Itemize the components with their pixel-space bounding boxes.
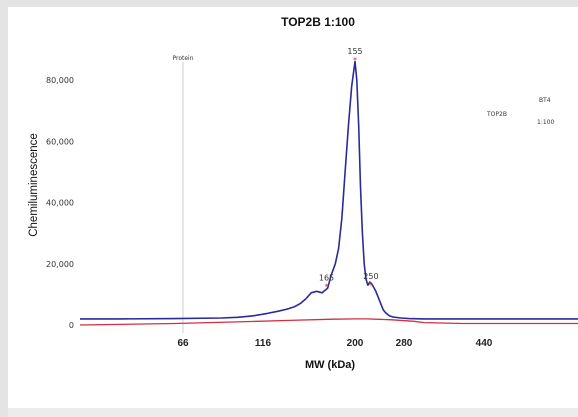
- top-border: [0, 0, 578, 7]
- y-tick-label: 80,000: [46, 76, 74, 85]
- bottom-border: [8, 408, 578, 417]
- peak-label: 155: [347, 47, 362, 56]
- y-tick-label: 20,000: [46, 260, 74, 269]
- peak-marker: *: [353, 56, 357, 65]
- peak-marker: *: [369, 281, 373, 290]
- x-tick-label: 116: [255, 338, 272, 349]
- legend-line-1: BT4: [539, 97, 551, 104]
- series-line: [79, 318, 578, 326]
- y-tick-label: 0: [69, 321, 74, 330]
- peak-label: 250: [363, 272, 378, 281]
- y-axis-ticks: 0 20,000 40,000 60,000 80,000: [46, 76, 74, 330]
- protein-marker-label: Protein: [172, 55, 193, 62]
- series-layer: [79, 60, 578, 326]
- peak-marker: *: [325, 283, 329, 292]
- legend-line-2: TOP2B: [486, 111, 507, 118]
- peak-labels: *155*165*250: [319, 47, 379, 292]
- y-tick-label: 60,000: [46, 137, 74, 146]
- x-axis-label: MW (kDa): [305, 359, 355, 371]
- peak-label: 165: [319, 274, 334, 283]
- x-tick-label: 440: [476, 338, 493, 349]
- y-axis-label: Chemiluminescence: [28, 133, 40, 237]
- series-line: [80, 60, 578, 320]
- x-tick-label: 280: [396, 338, 413, 349]
- left-border: [0, 0, 8, 417]
- y-tick-label: 40,000: [46, 199, 74, 208]
- x-tick-label: 200: [347, 338, 364, 349]
- x-axis-ticks: 66 116 200 280 440: [177, 338, 492, 349]
- chart-title: TOP2B 1:100: [281, 15, 355, 29]
- legend-line-3: 1:100: [537, 119, 554, 126]
- x-tick-label: 66: [177, 338, 189, 349]
